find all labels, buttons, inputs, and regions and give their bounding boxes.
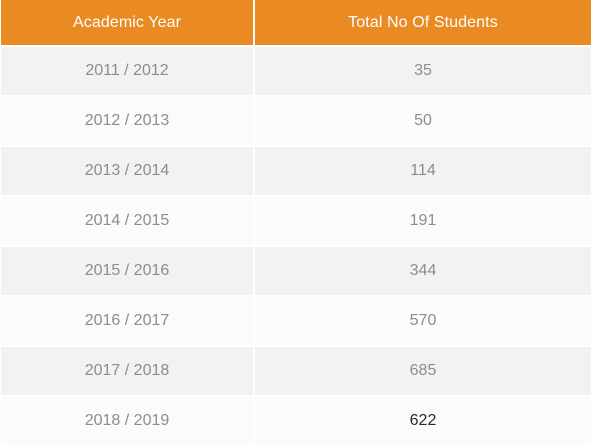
row-divider <box>1 145 591 147</box>
academic-year-cell: 2013 / 2014 <box>1 147 255 195</box>
row-divider <box>1 295 591 297</box>
header-academic-year: Academic Year <box>1 0 255 45</box>
table-row: 2016 / 2017 570 <box>1 297 591 345</box>
total-students-cell: 114 <box>410 162 436 179</box>
academic-year-cell: 2017 / 2018 <box>1 347 255 395</box>
row-divider <box>1 395 591 397</box>
table-row: 2013 / 2014 114 <box>1 147 591 195</box>
row-divider <box>1 45 591 47</box>
row-divider <box>1 345 591 347</box>
total-students-cell: 622 <box>409 412 437 429</box>
total-students-cell: 344 <box>409 262 437 279</box>
academic-year-cell: 2016 / 2017 <box>1 297 255 345</box>
row-divider <box>1 245 591 247</box>
table-row: 2012 / 2013 50 <box>1 97 591 145</box>
total-students-cell: 685 <box>409 362 437 379</box>
table-row: 2018 / 2019 622 <box>1 397 591 445</box>
table-header: Academic Year Total No Of Students <box>1 0 591 45</box>
total-students-cell: 50 <box>414 112 432 129</box>
academic-year-cell: 2012 / 2013 <box>1 97 255 145</box>
table-row: 2015 / 2016 344 <box>1 247 591 295</box>
row-divider <box>1 95 591 97</box>
total-students-cell: 191 <box>409 212 437 229</box>
academic-year-cell: 2018 / 2019 <box>1 397 255 445</box>
table-row: 2011 / 2012 35 <box>1 47 591 95</box>
academic-year-cell: 2014 / 2015 <box>1 197 255 245</box>
academic-year-cell: 2011 / 2012 <box>1 47 255 95</box>
academic-year-cell: 2015 / 2016 <box>1 247 255 295</box>
table-row: 2014 / 2015 191 <box>1 197 591 245</box>
table-row: 2017 / 2018 685 <box>1 347 591 395</box>
total-students-cell: 570 <box>409 312 437 329</box>
row-divider <box>1 195 591 197</box>
total-students-cell: 35 <box>414 62 432 79</box>
header-total-students: Total No Of Students <box>348 13 498 31</box>
